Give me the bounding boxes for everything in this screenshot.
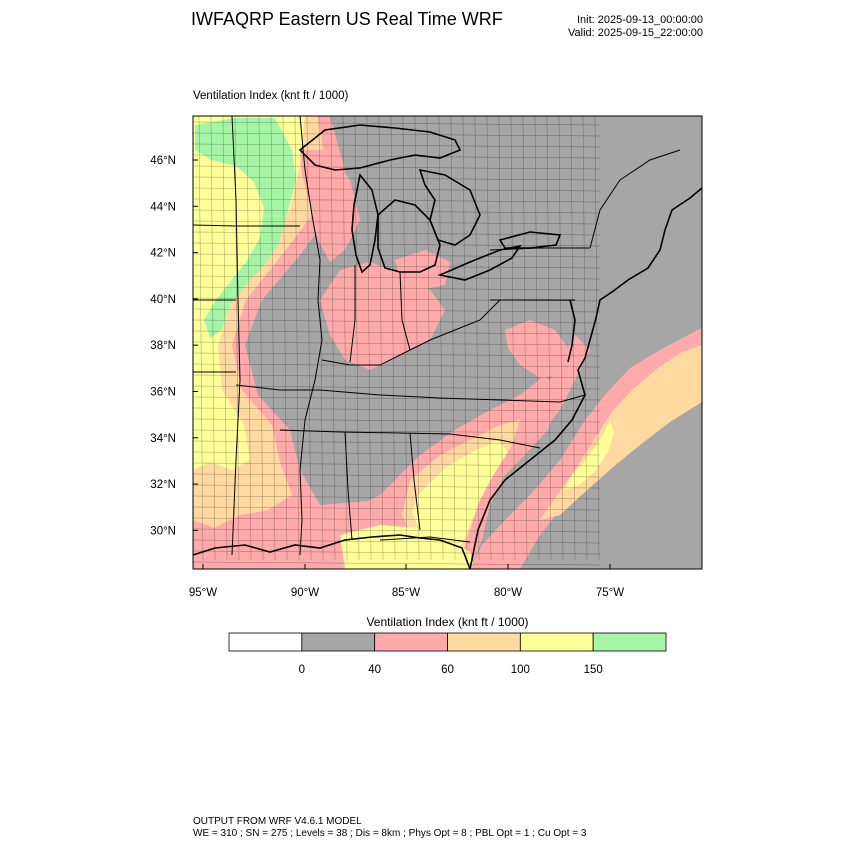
colorbar-title: Ventilation Index (knt ft / 1000)	[366, 615, 529, 629]
boundary-florida	[379, 536, 471, 543]
field-region-west-green	[195, 118, 296, 338]
longitude-axis: 95°W 90°W 85°W 80°W 75°W	[189, 564, 624, 599]
colorbar-tick-label: 0	[299, 664, 305, 676]
lon-tick-label: 80°W	[494, 587, 522, 599]
boundary-pennsylvania-ny	[489, 247, 590, 251]
map-frame	[192, 115, 703, 570]
colorbar: 0 40 60 100 150	[228, 632, 667, 676]
lat-tick-label: 40°N	[150, 294, 176, 306]
lake-ontario	[498, 231, 562, 249]
boundary-36-5n	[235, 384, 586, 403]
state-boundaries	[193, 116, 681, 556]
lake-michigan	[351, 173, 379, 274]
lat-tick-label: 32°N	[150, 479, 176, 491]
coastlines	[193, 124, 702, 569]
footer-config-line: WE = 310 ; SN = 275 ; Levels = 38 ; Dis …	[193, 828, 587, 839]
lon-tick-label: 90°W	[291, 587, 319, 599]
lon-tick-label: 75°W	[596, 587, 624, 599]
colorbar-bin	[228, 632, 303, 652]
init-time: Init: 2025-09-13_00:00:00	[577, 14, 703, 26]
colorbar-bin	[301, 632, 376, 652]
field-region-southeast-yellow	[412, 440, 508, 548]
colorbar-tick-label: 60	[441, 664, 454, 676]
colorbar-tick-label: 150	[584, 664, 603, 676]
colorbar-tick-label: 100	[511, 664, 530, 676]
footer-model-line: OUTPUT FROM WRF V4.6.1 MODEL	[193, 816, 362, 827]
lake-superior	[298, 124, 462, 171]
colorbar-bin	[374, 632, 448, 652]
boundary-indiana-illinois	[349, 265, 356, 363]
lat-tick-label: 30°N	[150, 525, 176, 537]
boundary-ohio-river	[321, 299, 501, 366]
lat-tick-label: 38°N	[150, 340, 176, 352]
field-title: Ventilation Index (knt ft / 1000)	[193, 90, 349, 102]
map-panel	[193, 116, 702, 569]
colorbar-bin	[519, 632, 594, 652]
lat-tick-label: 46°N	[150, 155, 176, 167]
lon-tick-label: 95°W	[189, 587, 217, 599]
lat-tick-label: 36°N	[150, 387, 176, 399]
field-region-piedmont-pink	[505, 320, 570, 378]
chesapeake-bay	[567, 299, 576, 363]
lat-tick-label: 34°N	[150, 433, 176, 445]
lower-michigan	[377, 199, 441, 273]
lat-tick-label: 42°N	[150, 248, 176, 260]
boundary-new-england	[589, 149, 681, 249]
colorbar-tick-label: 40	[368, 664, 381, 676]
colorbar-bin	[592, 632, 667, 652]
coast-atlantic	[469, 187, 702, 569]
boundary-indiana-ohio	[399, 271, 411, 351]
county-boundaries	[193, 116, 601, 566]
coast-gulf	[193, 534, 471, 569]
latitude-axis: 46°N 44°N 42°N 40°N 38°N 36°N 34°N 32°N 30°N	[150, 155, 198, 537]
lat-tick-label: 44°N	[150, 201, 176, 213]
field-region-gulf-yellow	[340, 525, 475, 569]
colorbar-bin	[447, 632, 521, 652]
lon-tick-label: 85°W	[392, 587, 420, 599]
boundary-alabama-georgia	[409, 432, 421, 531]
boundary-95w	[231, 116, 241, 556]
valid-time: Valid: 2025-09-15_22:00:00	[568, 27, 703, 39]
map-title-main: IWFAQRP Eastern US Real Time WRF	[191, 9, 503, 29]
boundary-35n	[279, 429, 541, 449]
lake-erie	[437, 244, 522, 281]
